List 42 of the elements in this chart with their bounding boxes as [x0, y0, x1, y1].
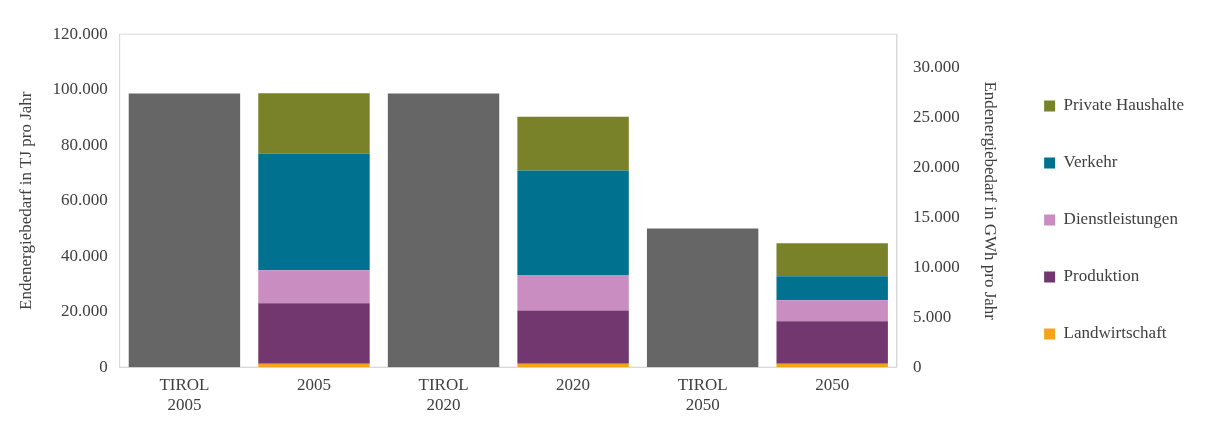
bar: [258, 270, 370, 304]
bar: [646, 228, 759, 368]
x-tick-label: 2020: [556, 374, 591, 394]
bar: [776, 243, 888, 277]
y-tick-label: 120.000: [52, 23, 108, 43]
legend-label: Landwirtschaft: [1063, 323, 1167, 343]
y2-tick-label: 5.000: [912, 306, 952, 326]
y2-tick-label: 20.000: [912, 156, 960, 176]
bar: [517, 116, 629, 171]
bar: [258, 93, 370, 154]
y-tick-label: 100.000: [52, 79, 108, 99]
bar: [128, 93, 241, 368]
x-tick-label: TIROL 2050: [677, 374, 728, 415]
x-tick-label: 2005: [296, 374, 331, 394]
y-tick-label: 80.000: [60, 134, 108, 154]
y2-tick-label: 10.000: [912, 256, 960, 276]
y-tick-label: 0: [99, 356, 108, 376]
x-tick-label: TIROL 2005: [159, 374, 210, 415]
bar: [517, 275, 629, 311]
y2-tick-label: 15.000: [912, 206, 960, 226]
legend-label: Verkehr: [1063, 152, 1118, 172]
bar: [258, 153, 370, 271]
bar: [387, 93, 500, 368]
y-tick-label: 60.000: [60, 190, 108, 210]
y2-tick-label: 25.000: [912, 106, 960, 126]
bar: [776, 276, 888, 301]
x-tick-label: 2050: [815, 374, 850, 394]
bar: [517, 310, 629, 364]
y2-tick-label: 0: [912, 356, 922, 376]
bar: [776, 321, 888, 364]
y2-axis-title: Endenergiebedarf in GWh pro Jahr: [981, 81, 1001, 321]
y-tick-label: 40.000: [60, 245, 108, 265]
legend-label: Private Haushalte: [1063, 95, 1185, 115]
legend-label: Produktion: [1063, 266, 1140, 286]
y-tick-label: 20.000: [60, 301, 108, 321]
x-tick-label: TIROL 2020: [418, 374, 469, 415]
legend-label: Dienstleistungen: [1063, 209, 1179, 229]
bar: [258, 303, 370, 364]
y2-tick-label: 30.000: [912, 56, 960, 76]
bar: [517, 170, 629, 276]
bar: [776, 300, 888, 322]
y-axis-title: Endenergiebedarf in TJ pro Jahr: [15, 91, 35, 310]
